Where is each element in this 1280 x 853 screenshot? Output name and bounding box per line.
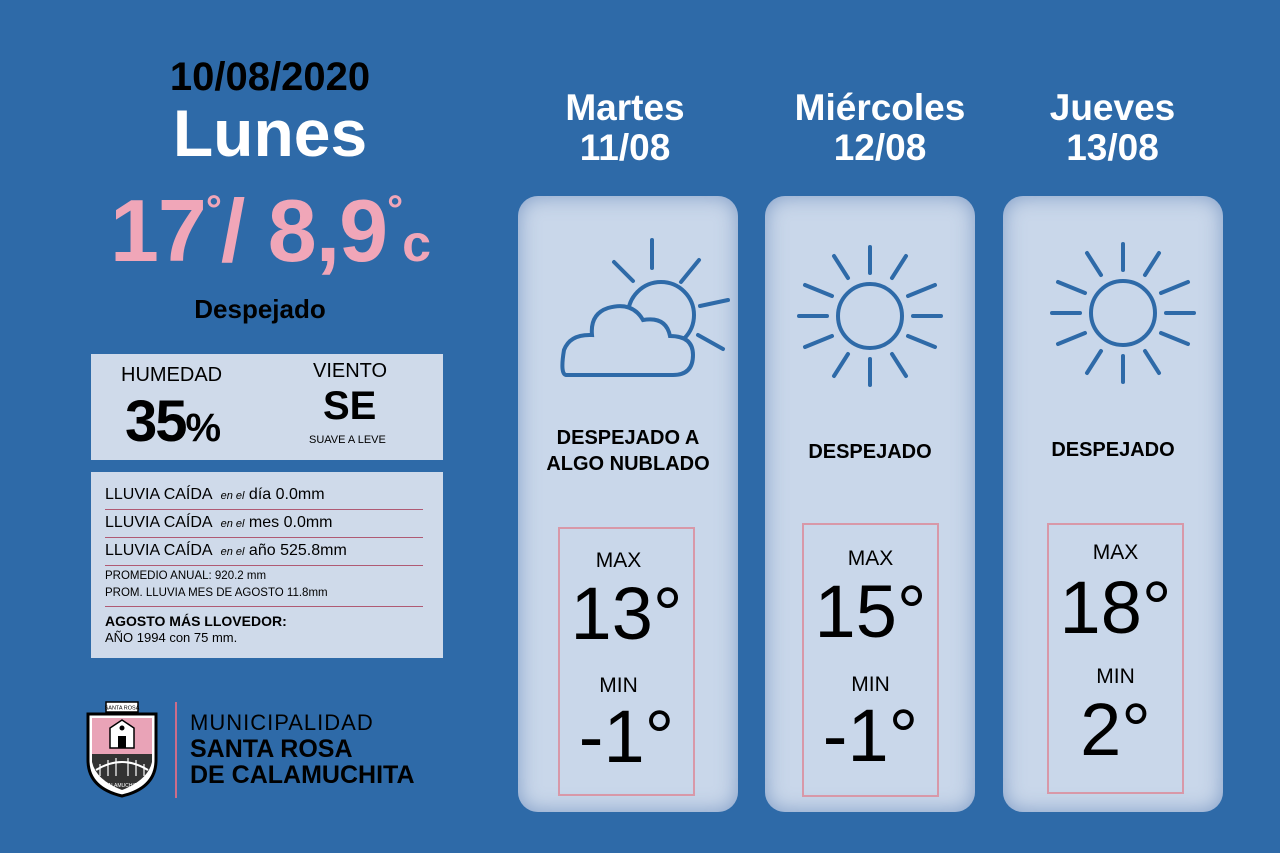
wind-label: VIENTO: [313, 360, 388, 382]
annual-average: PROMEDIO ANUAL: 920.2 mm: [105, 570, 267, 582]
max-temp: 18°: [1059, 566, 1172, 649]
max-label: MAX: [595, 549, 642, 572]
partly-cloudy-icon: [560, 238, 730, 377]
max-label: MAX: [847, 547, 894, 570]
max-temp: 15°: [814, 570, 927, 653]
divider: [105, 509, 423, 510]
rainiest-detail: AÑO 1994 con 75 mm.: [105, 630, 238, 645]
forecast-title-1: Martes 11/08: [565, 87, 685, 168]
municipality-label: MUNICIPALIDAD: [190, 710, 374, 735]
sun-icon: [1050, 242, 1196, 384]
current-condition: Despejado: [194, 294, 326, 324]
municipality-seal-logo: SANTA ROSA CALAMUCHITA: [82, 698, 162, 798]
forecast-card-3: DESPEJADO MAX 18° MIN 2°: [1003, 196, 1223, 812]
temperature-unit: c: [402, 215, 431, 273]
municipality-name: SANTA ROSA DE CALAMUCHITA: [190, 735, 415, 789]
min-label: MIN: [599, 674, 638, 697]
rain-panel: LLUVIA CAÍDA en el día 0.0mm LLUVIA CAÍD…: [91, 472, 443, 658]
current-day: Lunes: [172, 96, 368, 170]
forecast-temps-1: MAX 13° MIN -1°: [558, 527, 695, 796]
forecast-card-2: DESPEJADO MAX 15° MIN -1°: [765, 196, 975, 812]
min-temp: -1°: [822, 694, 919, 777]
forecast-condition-3: DESPEJADO: [1051, 439, 1175, 461]
forecast-card-1: DESPEJADO A ALGO NUBLADO MAX 13° MIN -1°: [518, 196, 738, 812]
forecast-condition-1: DESPEJADO A ALGO NUBLADO: [546, 427, 710, 475]
rainiest-title: AGOSTO MÁS LLOVEDOR:: [105, 613, 287, 629]
seal-top-text: SANTA ROSA: [105, 706, 140, 712]
rain-row-day: LLUVIA CAÍDA en el día 0.0mm: [105, 486, 325, 503]
logo-divider: [175, 702, 177, 798]
humidity-wind-panel: HUMEDAD 35% VIENTO SE SUAVE A LEVE: [91, 354, 443, 460]
current-date: 10/08/2020: [169, 55, 371, 99]
divider: [105, 606, 423, 607]
humidity-label: HUMEDAD: [121, 364, 223, 386]
wind-description: SUAVE A LEVE: [309, 434, 386, 446]
max-label: MAX: [1092, 541, 1139, 564]
forecast-temps-2: MAX 15° MIN -1°: [802, 523, 939, 797]
min-temp: -1°: [578, 695, 675, 778]
sun-icon: [797, 245, 943, 387]
seal-bottom-text: CALAMUCHITA: [104, 783, 140, 789]
humidity-value: 35%: [125, 389, 221, 454]
forecast-title-2: Miércoles 12/08: [794, 87, 966, 168]
forecast-temps-3: MAX 18° MIN 2°: [1047, 523, 1184, 794]
current-temperatures: 17°/ 8,9°c: [109, 181, 431, 280]
divider: [105, 565, 423, 566]
month-average: PROM. LLUVIA MES DE AGOSTO 11.8mm: [105, 587, 328, 599]
rain-row-year: LLUVIA CAÍDA en el año 525.8mm: [105, 542, 347, 559]
min-temp: 2°: [1080, 688, 1151, 771]
current-max: 17: [109, 181, 207, 280]
current-min: 8,9: [267, 181, 388, 280]
divider: [105, 537, 423, 538]
forecast-condition-2: DESPEJADO: [808, 441, 932, 463]
min-label: MIN: [851, 673, 890, 696]
min-label: MIN: [1096, 665, 1135, 688]
forecast-title-3: Jueves 13/08: [1049, 87, 1176, 168]
rain-row-month: LLUVIA CAÍDA en el mes 0.0mm: [105, 514, 333, 531]
max-temp: 13°: [570, 572, 683, 655]
wind-direction: SE: [323, 384, 377, 428]
